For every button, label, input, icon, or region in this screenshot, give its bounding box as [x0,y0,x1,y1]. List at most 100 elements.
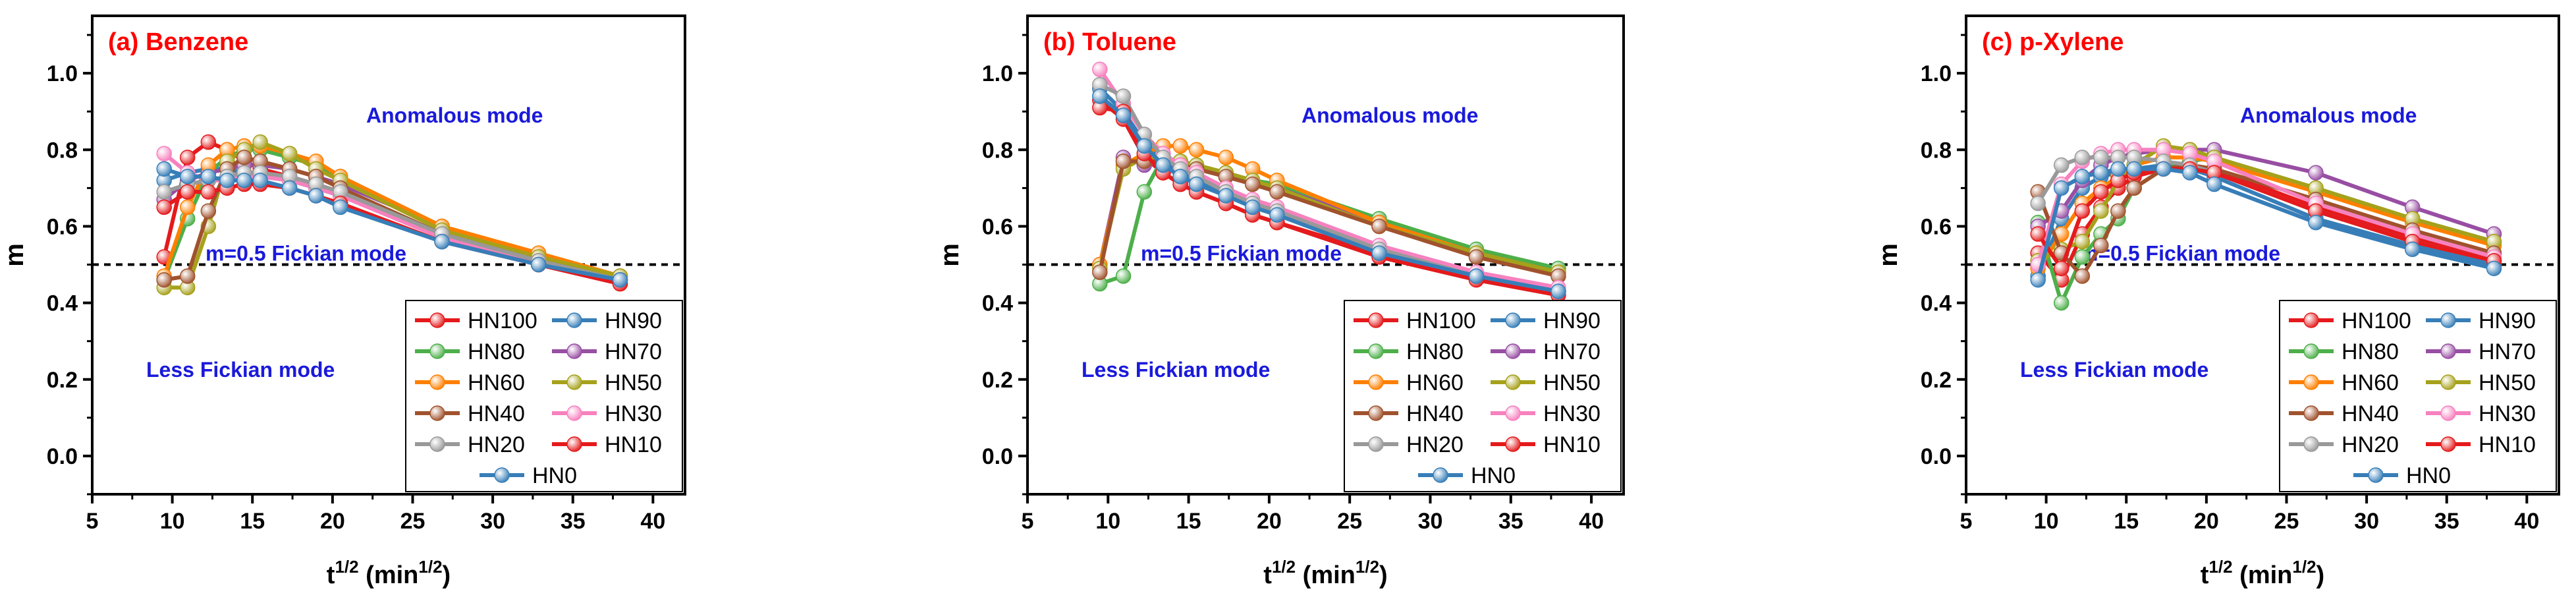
x-tick-label: 20 [1257,509,1282,534]
data-point-hn10 [179,184,196,200]
x-tick-label: 40 [2514,509,2539,534]
legend-swatch-marker [566,405,582,421]
chart-title: (a) Benzene [108,28,248,56]
data-point-hn0 [179,169,196,185]
legend-swatch-marker [1505,374,1521,390]
y-tick-label: 0.8 [1921,138,1952,163]
data-point-hn0 [2074,169,2091,185]
x-label-superscript: 1/2 [2292,557,2316,577]
y-tick-label: 0.2 [1921,368,1952,393]
x-label-part: (min [359,561,419,589]
x-label-part: ) [2316,561,2325,589]
x-tick-label: 25 [400,509,425,534]
legend-swatch-marker [1368,405,1384,421]
x-tick-label: 10 [160,509,185,534]
series-group [2030,138,2502,311]
data-point-hn10 [2074,203,2091,219]
data-point-hn0 [252,172,268,188]
chart-title: (c) p-Xylene [1982,28,2124,56]
data-point-hn70 [2308,165,2324,181]
x-label-part: t [327,561,335,589]
data-point-hn40 [2110,203,2126,219]
data-point-hn20 [2074,150,2091,165]
y-tick-label: 0.6 [47,214,78,239]
data-point-hn0 [2206,176,2222,192]
data-point-hn40 [1244,176,1261,192]
legend-swatch-marker [2440,436,2456,452]
legend: HN100 HN90 HN80 HN70 HN60 HN50 HN40 HN30 HN20 HN1… [2279,300,2557,492]
legend-swatch-marker [2303,312,2319,328]
legend-box [1344,300,1622,492]
legend-swatch-marker [1505,343,1521,359]
legend-label-hn70: HN70 [2479,339,2536,364]
x-tick-label: 10 [1095,509,1120,534]
x-label-part: ) [443,561,451,589]
legend-swatch-marker [2440,405,2456,421]
data-point-hn10 [2093,184,2109,200]
y-axis-label: m [0,243,29,267]
legend-label-hn30: HN30 [605,401,662,426]
y-tick-label: 0.6 [982,214,1013,239]
x-label-superscript: 1/2 [418,557,442,577]
legend-swatch-marker [429,405,445,421]
data-point-hn20 [1115,88,1132,104]
legend-label-hn70: HN70 [605,339,662,364]
legend-label-hn20: HN20 [2342,432,2399,457]
legend-label-hn0: HN0 [1471,463,1516,488]
data-point-hn0 [530,256,547,273]
legend: HN100 HN90 HN80 HN70 HN60 HN50 HN40 HN30 HN20 HN1… [405,300,683,492]
legend-label-hn90: HN90 [1543,308,1601,333]
legend-swatch-marker [2303,405,2319,421]
data-point-hn50 [2074,233,2091,250]
data-point-hn100 [179,150,196,165]
annotation-anomalous: Anomalous mode [2240,103,2417,127]
chart-panel-benzene: 5 10 15 20 25 30 35 400.00.20.40.60.81.0t1/2 (m… [0,14,686,589]
x-tick-label: 30 [480,509,505,534]
x-tick-label: 10 [2034,509,2059,534]
y-tick-label: 0.0 [982,444,1013,469]
legend: HN100 HN90 HN80 HN70 HN60 HN50 HN40 HN30 HN20 HN1… [1344,300,1622,492]
x-tick-label: 30 [1418,509,1443,534]
x-tick-label: 25 [1337,509,1362,534]
legend-swatch-marker [1433,467,1448,483]
x-label-part: (min [1296,561,1356,589]
legend-swatch-marker [2303,436,2319,452]
data-point-hn0 [1244,199,1261,215]
x-axis-label: t1/2 (min1/2) [2201,557,2324,589]
x-tick-label: 35 [2434,509,2459,534]
legend-swatch-marker [2303,374,2319,390]
y-tick-label: 0.2 [47,368,78,393]
data-point-hn10 [156,199,172,215]
data-point-hn0 [1371,245,1387,261]
x-tick-label: 20 [2194,509,2219,534]
series-group [156,134,628,296]
legend-label-hn100: HN100 [2342,308,2411,333]
data-point-hn30 [156,146,172,161]
data-point-hn0 [1092,88,1108,104]
data-point-hn80 [1136,184,1153,200]
data-point-hn0 [333,199,348,215]
x-tick-label: 5 [1022,509,1034,534]
y-tick-label: 0.4 [1921,291,1952,316]
x-label-part: ) [1379,561,1388,589]
x-label-superscript: 1/2 [335,557,358,577]
x-axis-label: t1/2 (min1/2) [327,557,451,589]
legend-label-hn10: HN10 [1543,432,1601,457]
legend-label-hn40: HN40 [468,401,525,426]
legend-box [405,300,683,492]
legend-label-hn40: HN40 [2342,401,2399,426]
x-label-superscript: 1/2 [1356,557,1379,577]
data-point-hn20 [2053,157,2069,173]
y-tick-label: 1.0 [982,61,1013,86]
x-label-superscript: 1/2 [1272,557,1296,577]
y-tick-label: 0.8 [47,138,78,163]
chart-title: (b) Toluene [1043,28,1176,56]
legend-label-hn90: HN90 [2479,308,2536,333]
annotation-anomalous: Anomalous mode [366,103,543,127]
legend-label-hn10: HN10 [2479,432,2536,457]
x-label-part: t [2201,561,2209,589]
legend-box [2279,300,2557,492]
legend-label-hn30: HN30 [1543,401,1601,426]
y-tick-label: 0.8 [982,138,1013,163]
